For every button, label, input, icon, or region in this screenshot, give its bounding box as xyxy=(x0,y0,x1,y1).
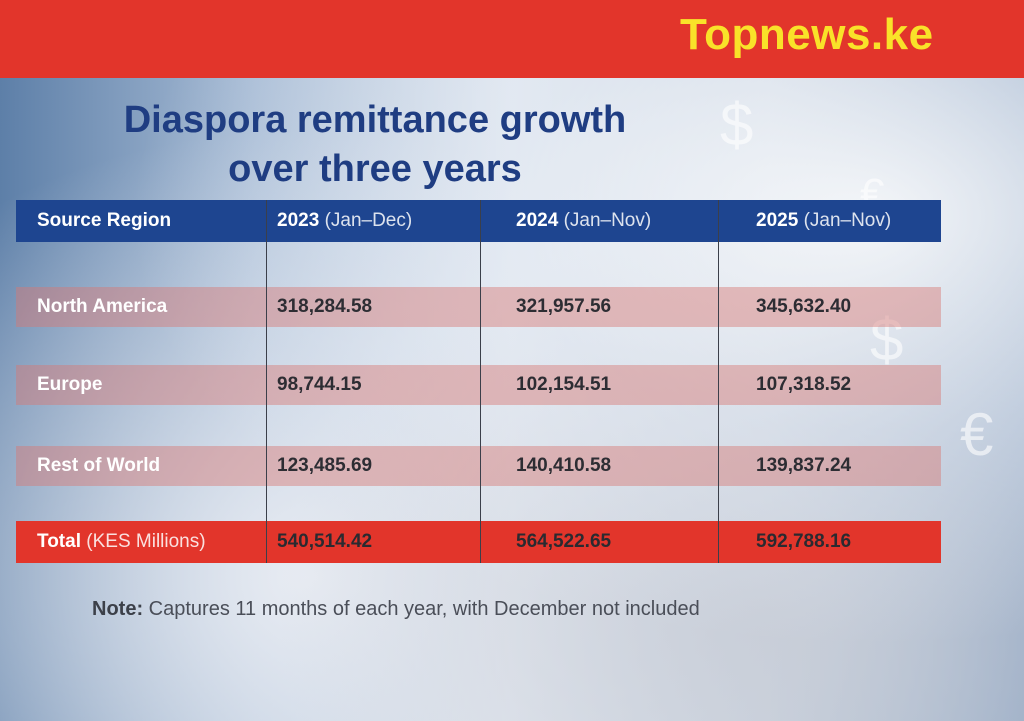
total-unit: (KES Millions) xyxy=(86,531,206,552)
note-label: Note: xyxy=(92,598,144,620)
header-period: (Jan–Dec) xyxy=(324,210,413,231)
total-text: Total xyxy=(37,531,81,552)
dollar-icon: $ xyxy=(870,306,904,373)
total-cell: 540,514.42 xyxy=(277,531,373,552)
table-cell: 123,485.69 xyxy=(277,455,373,476)
header-2023: 2023 (Jan–Dec) xyxy=(277,200,412,242)
region-label: Europe xyxy=(37,374,103,395)
header-period: (Jan–Nov) xyxy=(563,210,652,231)
column-divider xyxy=(718,200,719,563)
table-cell: 102,154.51 xyxy=(516,374,612,395)
column-divider xyxy=(266,200,267,563)
header-2024: 2024 (Jan–Nov) xyxy=(516,200,651,242)
header-2025: 2025 (Jan–Nov) xyxy=(756,200,891,242)
header-period: (Jan–Nov) xyxy=(803,210,892,231)
row-band xyxy=(16,287,941,327)
table-header xyxy=(16,200,941,242)
header-year: 2024 xyxy=(516,210,559,231)
total-cell: 592,788.16 xyxy=(756,531,852,552)
header-source-region: Source Region xyxy=(37,210,172,231)
table-cell: 107,318.52 xyxy=(756,374,852,395)
table-cell: 140,410.58 xyxy=(516,455,612,476)
row-band xyxy=(16,365,941,405)
total-band xyxy=(16,521,941,563)
total-cell: 564,522.65 xyxy=(516,531,612,552)
column-divider xyxy=(480,200,481,563)
header-year: 2023 xyxy=(277,210,320,231)
title-line-2: over three years xyxy=(228,148,522,190)
table-cell: 318,284.58 xyxy=(277,296,373,317)
euro-icon: € xyxy=(960,401,994,468)
brand-logo: Topnews.ke xyxy=(680,10,934,59)
header-year: 2025 xyxy=(756,210,799,231)
table-cell: 321,957.56 xyxy=(516,296,612,317)
table-cell: 98,744.15 xyxy=(277,374,362,395)
page-title: Diaspora remittance growth over three ye… xyxy=(60,96,690,194)
top-banner xyxy=(0,0,1024,78)
table-cell: 139,837.24 xyxy=(756,455,852,476)
row-band xyxy=(16,446,941,486)
total-label: Total (KES Millions) xyxy=(37,521,206,563)
region-label: Rest of World xyxy=(37,455,161,476)
note-text: Captures 11 months of each year, with De… xyxy=(148,598,700,620)
table-cell: 345,632.40 xyxy=(756,296,852,317)
region-label: North America xyxy=(37,296,168,317)
dollar-icon: $ xyxy=(720,91,754,158)
footnote: Note: Captures 11 months of each year, w… xyxy=(92,598,700,621)
title-line-1: Diaspora remittance growth xyxy=(123,99,627,141)
